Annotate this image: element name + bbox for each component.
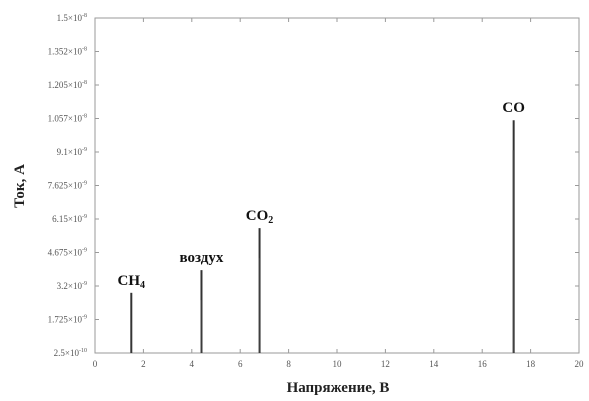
y-axis-title: Ток, А: [12, 164, 28, 208]
peak-label: воздух: [180, 250, 224, 266]
x-tick-label: 8: [286, 359, 291, 369]
peak-label-subscript: 2: [268, 215, 273, 226]
y-tick-mantissa: 4.675×10: [48, 248, 83, 258]
y-tick-exponent: -10: [79, 348, 87, 354]
x-tick-label: 2: [141, 359, 146, 369]
y-tick-label: 2.5×10-10: [54, 348, 87, 358]
x-tick-label: 20: [575, 359, 585, 369]
x-tick-label: 14: [429, 359, 439, 369]
y-tick-exponent: -8: [82, 13, 87, 19]
y-tick-label: 9.1×10-9: [57, 147, 87, 157]
y-tick-label: 1.5×10-8: [57, 13, 87, 23]
peak-lines: [130, 120, 515, 353]
x-axis-title: Напряжение, В: [287, 380, 390, 396]
x-tick-label: 0: [93, 359, 98, 369]
y-axis-ticks: 1.5×10-81.352×10-81.205×10-81.057×10-89.…: [48, 13, 579, 358]
y-tick-mantissa: 1.352×10: [48, 47, 83, 57]
peak-label-text: CH: [118, 273, 141, 289]
y-tick-exponent: -8: [82, 114, 87, 120]
y-tick-exponent: -9: [82, 281, 87, 287]
peak-label-text: воздух: [180, 250, 224, 266]
x-tick-label: 4: [190, 359, 195, 369]
x-tick-label: 12: [381, 359, 390, 369]
peak-label: CH4: [118, 273, 146, 291]
y-tick-exponent: -8: [82, 47, 87, 53]
peak-label-text: CO: [246, 208, 269, 224]
y-tick-exponent: -9: [82, 214, 87, 220]
y-tick-mantissa: 1.725×10: [48, 315, 83, 325]
x-tick-label: 6: [238, 359, 243, 369]
y-tick-exponent: -9: [82, 315, 87, 321]
x-tick-label: 18: [526, 359, 536, 369]
y-tick-mantissa: 1.205×10: [48, 80, 83, 90]
peak-label-text: CO: [502, 100, 525, 116]
y-tick-exponent: -9: [82, 181, 87, 187]
y-tick-mantissa: 2.5×10: [54, 348, 80, 358]
y-tick-mantissa: 9.1×10: [57, 147, 83, 157]
plot-frame: [94, 17, 580, 354]
y-tick-label: 4.675×10-9: [48, 248, 87, 258]
y-tick-mantissa: 1.5×10: [57, 13, 83, 23]
y-tick-mantissa: 1.057×10: [48, 114, 83, 124]
y-tick-label: 1.725×10-9: [48, 315, 87, 325]
peak-label: CO: [502, 100, 525, 116]
y-tick-label: 1.057×10-8: [48, 114, 87, 124]
y-tick-mantissa: 7.625×10: [48, 181, 83, 191]
y-tick-exponent: -9: [82, 248, 87, 254]
peak-label: CO2: [246, 208, 274, 226]
y-tick-label: 6.15×10-9: [52, 214, 87, 224]
y-tick-mantissa: 6.15×10: [52, 214, 82, 224]
y-tick-label: 1.205×10-8: [48, 80, 87, 90]
y-tick-label: 3.2×10-9: [57, 281, 87, 291]
peak-label-subscript: 4: [140, 280, 145, 291]
y-tick-mantissa: 3.2×10: [57, 281, 83, 291]
y-tick-exponent: -8: [82, 80, 87, 86]
x-tick-label: 10: [333, 359, 343, 369]
y-tick-label: 7.625×10-9: [48, 181, 87, 191]
x-tick-label: 16: [478, 359, 488, 369]
y-tick-label: 1.352×10-8: [48, 47, 87, 57]
x-axis-ticks: 0 2 4 6 8 10 12 14 16 18 20: [93, 18, 584, 369]
y-tick-exponent: -9: [82, 147, 87, 153]
